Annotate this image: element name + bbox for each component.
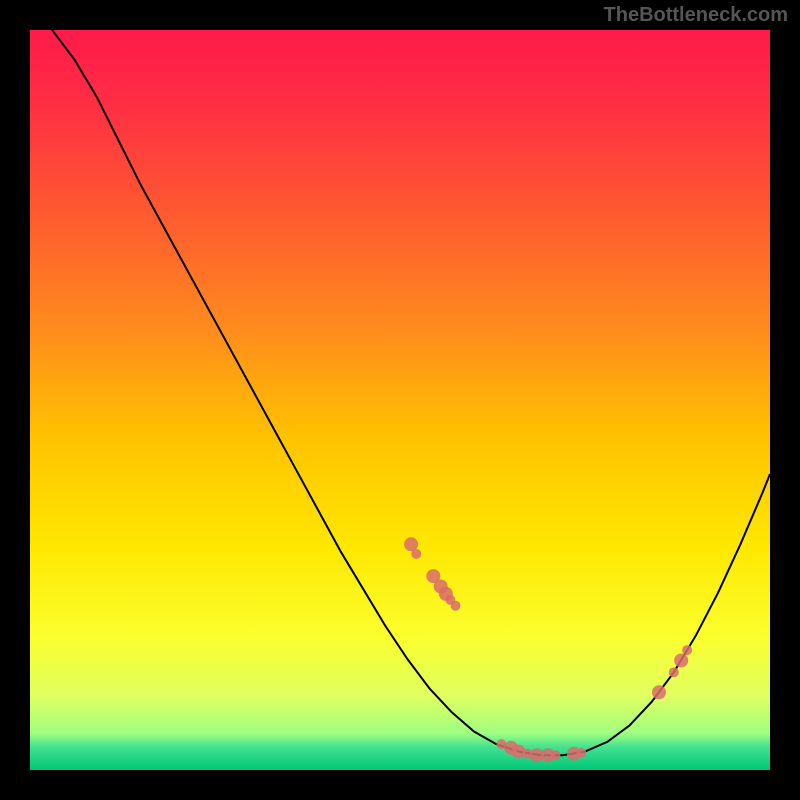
data-marker [411,549,421,559]
data-marker [669,667,679,677]
data-marker [652,685,666,699]
plot-area [30,30,770,770]
data-marker [550,750,560,760]
data-marker [674,653,688,667]
data-marker [576,748,586,758]
data-marker [682,645,692,655]
plot-svg [30,30,770,770]
data-marker [451,601,461,611]
chart-container: TheBottleneck.com [0,0,800,800]
watermark-text: TheBottleneck.com [604,4,788,27]
gradient-background [30,30,770,770]
